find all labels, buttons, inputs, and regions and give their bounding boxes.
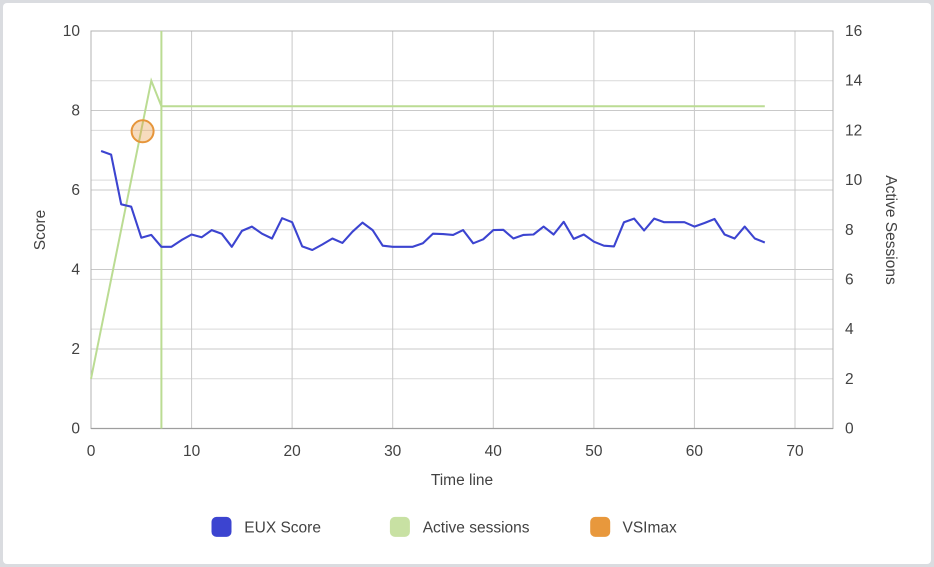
svg-text:50: 50: [585, 443, 603, 460]
svg-text:10: 10: [845, 172, 863, 189]
svg-text:Active Sessions: Active Sessions: [882, 175, 899, 285]
svg-text:2: 2: [845, 371, 854, 388]
svg-text:Score: Score: [32, 210, 49, 251]
svg-text:4: 4: [71, 262, 80, 279]
svg-text:60: 60: [686, 443, 704, 460]
svg-text:70: 70: [786, 443, 804, 460]
svg-text:6: 6: [845, 271, 854, 288]
svg-text:10: 10: [63, 23, 81, 40]
svg-text:10: 10: [183, 443, 201, 460]
svg-text:8: 8: [71, 103, 80, 120]
svg-text:Active sessions: Active sessions: [423, 519, 530, 536]
svg-text:EUX Score: EUX Score: [244, 519, 321, 536]
svg-text:8: 8: [845, 222, 854, 239]
svg-text:0: 0: [87, 443, 96, 460]
svg-text:4: 4: [845, 321, 854, 338]
svg-text:12: 12: [845, 122, 862, 139]
svg-text:0: 0: [845, 421, 854, 438]
svg-text:14: 14: [845, 73, 863, 90]
svg-text:Time line: Time line: [431, 472, 493, 489]
svg-text:6: 6: [71, 182, 80, 199]
svg-text:0: 0: [71, 421, 80, 438]
svg-text:20: 20: [283, 443, 301, 460]
svg-text:VSImax: VSImax: [623, 519, 678, 536]
svg-text:2: 2: [71, 341, 80, 358]
svg-text:30: 30: [384, 443, 402, 460]
svg-text:16: 16: [845, 23, 862, 40]
svg-text:40: 40: [485, 443, 503, 460]
